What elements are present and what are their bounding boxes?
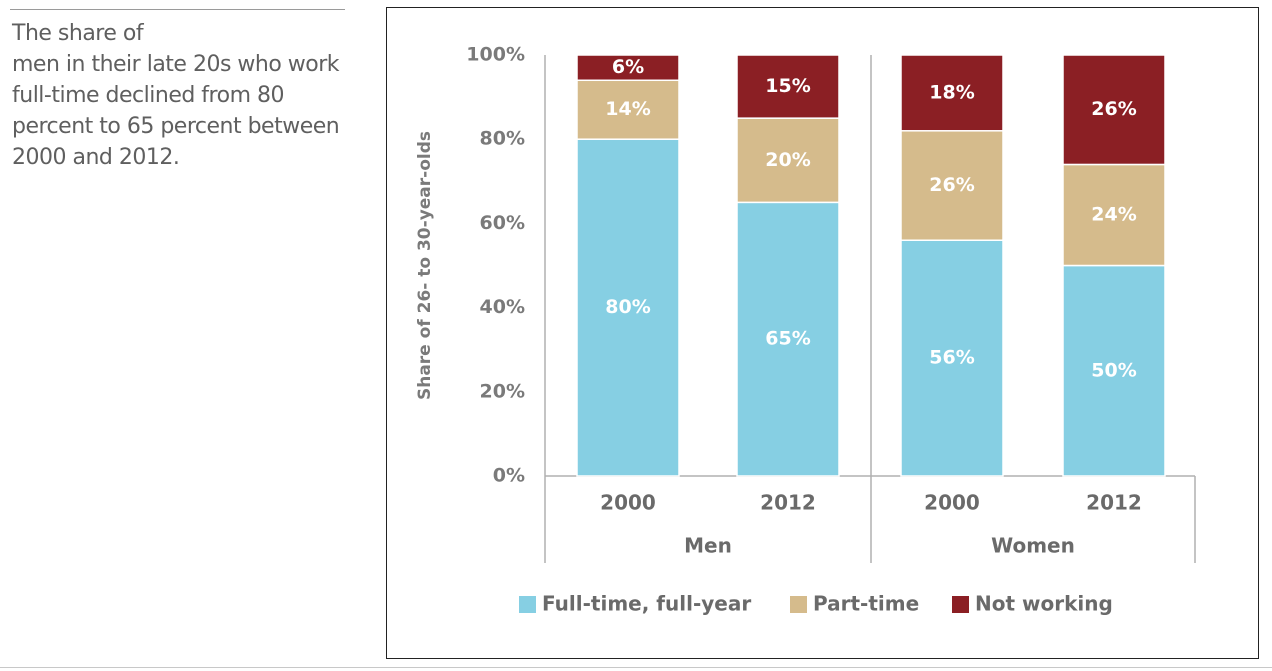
data-label: 26% — [929, 174, 974, 196]
y-tick-label: 40% — [480, 296, 525, 318]
bottom-rule — [0, 667, 1272, 668]
y-tick-label: 100% — [466, 44, 525, 66]
bar-segment — [576, 138, 680, 477]
caption-line: full-time declined from 80 — [12, 83, 285, 108]
legend-label: Not working — [975, 592, 1113, 616]
bar-segment — [900, 130, 1004, 241]
group-label: Men — [684, 534, 732, 558]
data-label: 26% — [1091, 98, 1136, 120]
bar-segment — [1062, 54, 1166, 166]
data-label: 80% — [605, 296, 650, 318]
data-label: 15% — [765, 75, 810, 97]
bar-segment — [900, 239, 1004, 477]
legend-swatch — [790, 596, 807, 613]
legend-label: Full-time, full-year — [542, 592, 751, 616]
data-label: 18% — [929, 81, 974, 103]
y-tick-label: 60% — [480, 212, 525, 234]
top-rule — [10, 9, 345, 10]
caption-line: 2000 and 2012. — [12, 145, 180, 170]
legend-swatch — [952, 596, 969, 613]
bar-segment — [576, 54, 680, 82]
stacked-bar-chart: Share of 26- to 30-year-olds 0% 20% 40% 60% 8… — [415, 44, 1196, 616]
caption-line: The share of — [12, 21, 144, 46]
caption-line: men in their late 20s who work — [12, 52, 340, 77]
data-label: 50% — [1091, 359, 1136, 381]
legend-swatch — [519, 596, 536, 613]
y-tick-label: 20% — [480, 380, 525, 402]
data-label: 20% — [765, 149, 810, 171]
y-tick-label: 80% — [480, 128, 525, 150]
data-label: 6% — [612, 56, 644, 78]
data-label: 65% — [765, 328, 810, 350]
caption-text: The share of men in their late 20s who w… — [12, 18, 357, 173]
bar-segment — [736, 54, 840, 119]
bar-segment — [576, 79, 680, 140]
x-tick-label: 2012 — [1086, 491, 1142, 515]
x-tick-label: 2012 — [760, 491, 816, 515]
y-axis-title: Share of 26- to 30-year-olds — [415, 131, 435, 400]
group-label: Women — [991, 534, 1075, 558]
legend-label: Part-time — [813, 592, 919, 616]
y-tick-label: 0% — [493, 465, 525, 487]
x-tick-label: 2000 — [600, 491, 656, 515]
caption-line: percent to 65 percent between — [12, 114, 340, 139]
bar-segment — [736, 201, 840, 477]
data-label: 56% — [929, 347, 974, 369]
x-tick-label: 2000 — [924, 491, 980, 515]
data-label: 14% — [605, 98, 650, 120]
bar-segment — [1062, 163, 1166, 267]
chart-frame: Share of 26- to 30-year-olds 0% 20% 40% 60% 8… — [386, 7, 1259, 659]
bar-segment — [736, 117, 840, 204]
bar-segment — [900, 54, 1004, 132]
data-label: 24% — [1091, 203, 1136, 225]
